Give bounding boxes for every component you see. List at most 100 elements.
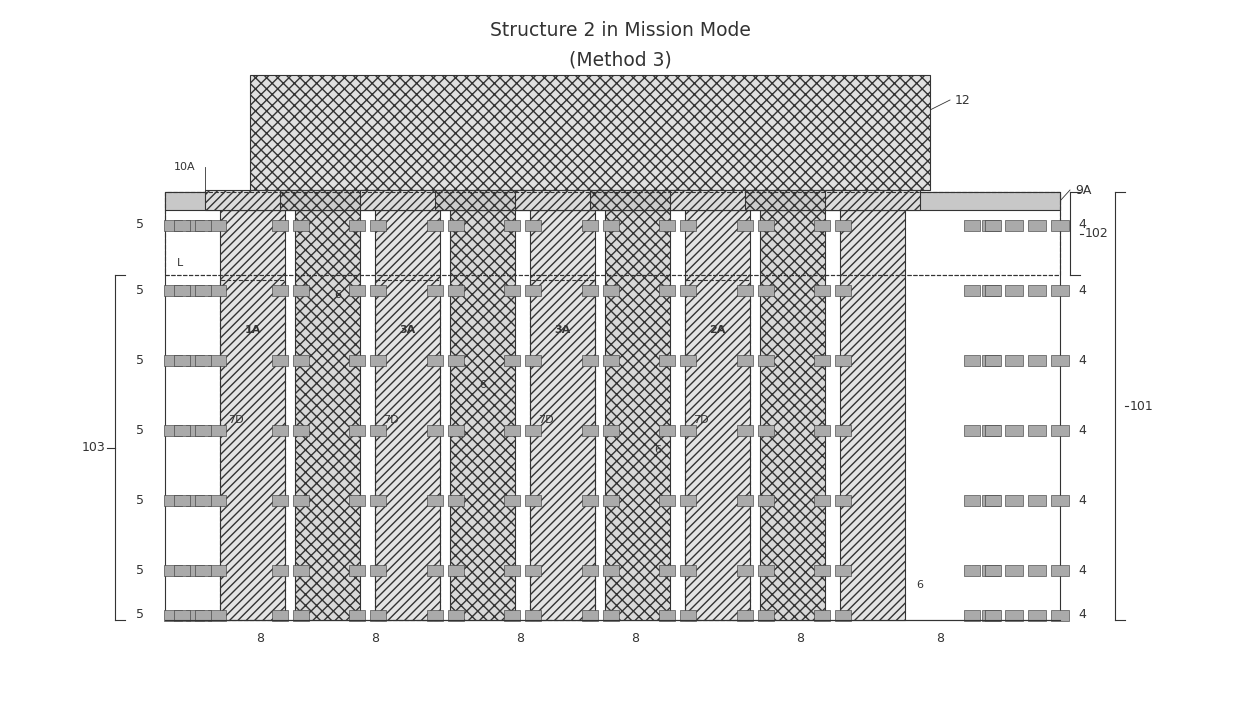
Bar (582, 219, 598, 231)
Bar (1004, 355, 1023, 365)
Bar (293, 355, 309, 365)
Bar (658, 494, 675, 505)
Bar (503, 355, 520, 365)
Bar (174, 494, 190, 505)
Bar (825, 190, 920, 210)
Bar (195, 494, 211, 505)
Bar (982, 424, 999, 436)
Bar (745, 190, 839, 210)
Text: 8: 8 (796, 632, 804, 644)
Bar (174, 219, 190, 231)
Bar (427, 285, 443, 295)
Bar (603, 494, 619, 505)
Bar (1028, 219, 1045, 231)
Bar (174, 424, 190, 436)
Text: 9A: 9A (1075, 183, 1091, 197)
Bar (503, 424, 520, 436)
Bar (658, 424, 675, 436)
Bar (272, 285, 288, 295)
Bar (205, 190, 300, 210)
Bar (503, 219, 520, 231)
Bar (758, 219, 774, 231)
Bar (680, 610, 696, 620)
Bar (427, 494, 443, 505)
Bar (1028, 355, 1045, 365)
Bar (503, 285, 520, 295)
Bar (293, 494, 309, 505)
Bar (603, 565, 619, 575)
Bar (680, 424, 696, 436)
Bar (208, 424, 226, 436)
Text: 103: 103 (82, 441, 105, 454)
Bar (982, 565, 999, 575)
Bar (272, 355, 288, 365)
Bar (1004, 610, 1023, 620)
Bar (208, 285, 226, 295)
Text: 6: 6 (916, 580, 924, 590)
Bar (515, 190, 610, 210)
Text: 5: 5 (136, 608, 144, 622)
Bar (186, 424, 205, 436)
Bar (448, 355, 464, 365)
Text: 10A: 10A (174, 162, 195, 172)
Text: 8: 8 (255, 632, 264, 644)
Text: 6: 6 (479, 380, 486, 390)
Text: 5: 5 (136, 424, 144, 436)
Bar (186, 219, 205, 231)
Bar (295, 210, 360, 620)
Bar (658, 355, 675, 365)
Bar (985, 355, 1001, 365)
Bar (1004, 565, 1023, 575)
Bar (737, 494, 753, 505)
Bar (1050, 219, 1069, 231)
Text: 12: 12 (955, 94, 971, 106)
Bar (374, 280, 440, 620)
Bar (1004, 285, 1023, 295)
Bar (582, 355, 598, 365)
Bar (813, 355, 830, 365)
Bar (1028, 494, 1045, 505)
Bar (174, 355, 190, 365)
Text: L: L (177, 258, 184, 268)
Bar (186, 610, 205, 620)
Bar (165, 192, 1060, 210)
Bar (758, 494, 774, 505)
Bar (760, 210, 825, 620)
Bar (370, 285, 386, 295)
Bar (737, 219, 753, 231)
Bar (164, 219, 182, 231)
Text: 5: 5 (136, 353, 144, 367)
Text: 7D: 7D (693, 415, 708, 425)
Bar (186, 565, 205, 575)
Bar (503, 565, 520, 575)
Bar (503, 610, 520, 620)
Bar (758, 610, 774, 620)
Bar (582, 494, 598, 505)
Bar (835, 424, 851, 436)
Bar (1050, 424, 1069, 436)
Text: 7D: 7D (383, 415, 398, 425)
Bar (293, 285, 309, 295)
Bar (272, 565, 288, 575)
Bar (280, 190, 374, 210)
Bar (1004, 424, 1023, 436)
Bar (272, 424, 288, 436)
Bar (658, 285, 675, 295)
Bar (1028, 565, 1045, 575)
Bar (1050, 285, 1069, 295)
Text: 5: 5 (136, 563, 144, 577)
Text: 4: 4 (1078, 219, 1086, 231)
Bar (293, 424, 309, 436)
Bar (164, 494, 182, 505)
Bar (835, 355, 851, 365)
Bar (963, 610, 980, 620)
Bar (1050, 494, 1069, 505)
Bar (529, 210, 595, 620)
Bar (208, 355, 226, 365)
Text: 4: 4 (1078, 283, 1086, 297)
Bar (427, 424, 443, 436)
Bar (835, 610, 851, 620)
Bar (174, 610, 190, 620)
Bar (684, 210, 750, 620)
Bar (525, 355, 541, 365)
